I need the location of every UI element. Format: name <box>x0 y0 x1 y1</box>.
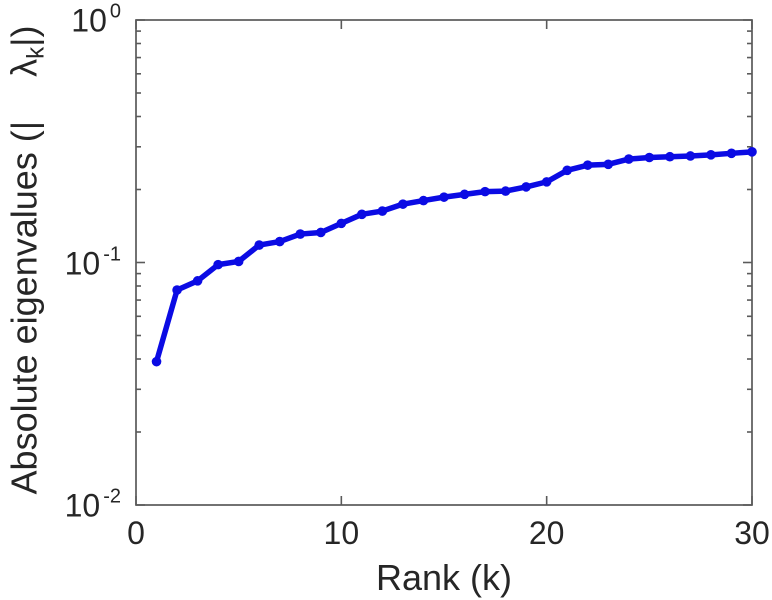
data-point-marker <box>582 160 593 170</box>
y-tick-label: 10 -1 <box>65 243 121 282</box>
data-point-marker <box>151 356 162 367</box>
data-point-marker <box>192 276 203 286</box>
eigenvalue-line <box>153 149 755 365</box>
data-point-marker <box>357 209 367 220</box>
y-axis-label: Absolute eigenvalues (| λk|) <box>4 26 51 495</box>
eigenvalue-series-line <box>153 149 755 365</box>
data-point-marker <box>398 199 408 209</box>
data-point-marker <box>459 189 470 200</box>
data-point-marker <box>747 147 757 157</box>
data-point-marker <box>213 259 223 270</box>
data-point-marker <box>521 182 531 192</box>
y-tick-base: 10 <box>64 245 101 281</box>
data-point-marker <box>500 186 511 196</box>
lambda-symbol: λ <box>3 58 45 77</box>
data-point-marker <box>644 152 655 163</box>
data-point-marker <box>274 236 285 247</box>
x-tick-label: 10 <box>323 515 360 551</box>
data-point-marker <box>418 195 429 206</box>
x-tick-label: 20 <box>528 515 565 551</box>
major-ticks <box>135 19 753 506</box>
data-point-marker <box>603 159 614 170</box>
data-point-markers <box>151 147 757 367</box>
data-point-marker <box>541 177 552 187</box>
x-tick-label: 0 <box>127 515 145 551</box>
y-minor-ticks <box>136 30 752 433</box>
x-tick-label: 30 <box>734 515 770 551</box>
data-point-marker <box>254 240 264 250</box>
y-tick-base: 10 <box>64 487 101 524</box>
y-tick-base: 10 <box>71 2 107 39</box>
data-point-marker <box>172 285 182 295</box>
y-tick-exponent: -1 <box>103 243 121 265</box>
y-tick-label: 10 -2 <box>65 486 121 525</box>
data-point-marker <box>336 218 347 229</box>
data-point-marker <box>316 227 326 238</box>
y-tick-exponent: -2 <box>103 485 121 508</box>
data-point-marker <box>685 151 696 161</box>
data-point-marker <box>480 186 490 197</box>
data-point-marker <box>377 206 388 216</box>
data-point-marker <box>665 151 675 162</box>
data-point-marker <box>726 148 737 159</box>
lambda-subscript: k <box>22 46 50 59</box>
data-point-marker <box>295 229 306 239</box>
data-point-marker <box>562 165 572 176</box>
y-axis-label-text: Absolute eigenvalues (| <box>3 120 45 495</box>
y-tick-exponent: 0 <box>109 0 121 23</box>
y-tick-label: 10 0 <box>71 1 121 40</box>
y-axis-label-close: |) <box>3 25 45 47</box>
data-point-marker <box>439 192 449 202</box>
data-point-marker <box>706 150 716 160</box>
data-point-marker <box>624 154 634 164</box>
data-point-marker <box>233 256 244 267</box>
x-axis-label: Rank (k) <box>375 557 513 598</box>
